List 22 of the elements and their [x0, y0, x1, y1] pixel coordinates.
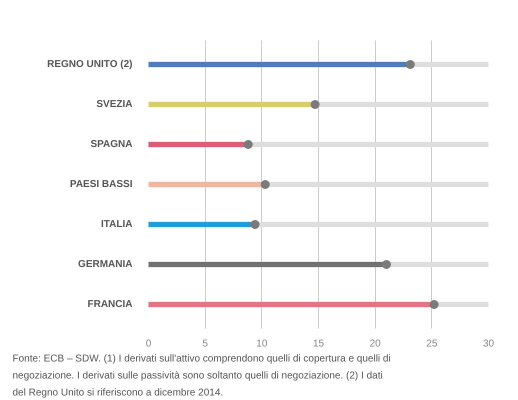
y-tick-label: PAESI BASSI [70, 179, 133, 190]
point [310, 100, 320, 109]
x-tick-label: 10 [256, 338, 268, 350]
y-tick-label: GERMANIA [78, 259, 133, 270]
point [430, 300, 439, 309]
x-tick-label: 15 [312, 338, 324, 350]
source-note: Fonte: ECB – SDW. (1) I derivati sull'attivo comprendono quelli di copertura e quelli di negoziazione. I derivati sulle passività sono soltanto quelli di negoziazione. (2) I dati del Regno Unito si riferiscono a dicembre 2014. [12, 354, 391, 398]
x-tick-label: 30 [482, 338, 494, 350]
point [244, 140, 253, 149]
point [382, 260, 391, 269]
point [250, 220, 260, 229]
point [406, 60, 415, 69]
y-tick-label: SVEZIA [96, 99, 133, 110]
point [260, 180, 270, 189]
y-tick-label: FRANCIA [88, 299, 133, 310]
y-tick-label: SPAGNA [90, 139, 133, 150]
x-tick-label: 20 [370, 338, 382, 350]
x-tick-label: 5 [202, 338, 208, 350]
y-tick-label: REGNO UNITO (2) [47, 59, 133, 70]
x-tick-label: 25 [426, 338, 438, 350]
x-tick-label: 0 [146, 338, 152, 350]
y-tick-label: ITALIA [101, 219, 133, 230]
